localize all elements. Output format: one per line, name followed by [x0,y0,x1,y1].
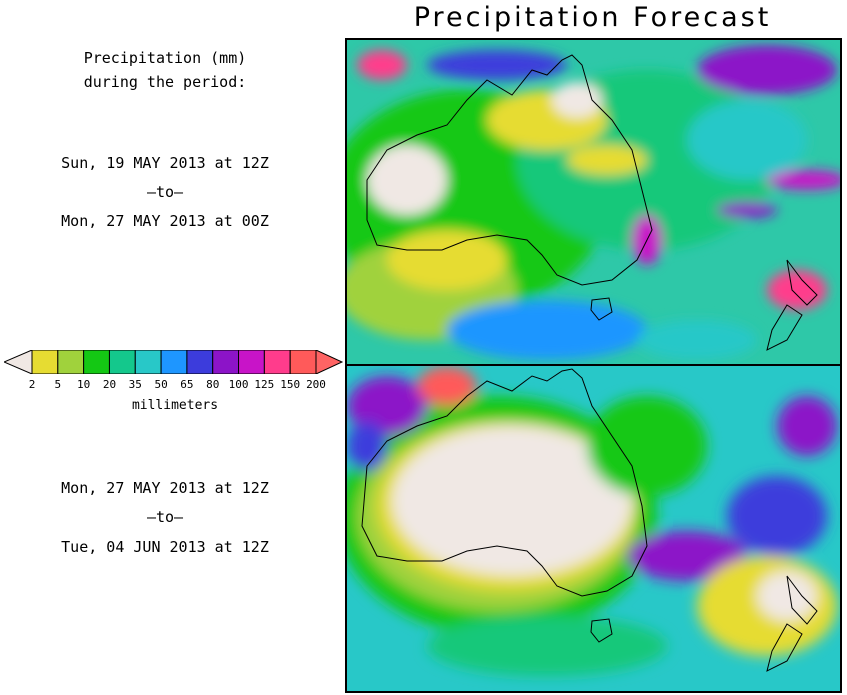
period1-to: Mon, 27 MAY 2013 at 00Z [61,212,269,230]
legend-tick-label: 2 [28,378,36,391]
legend-color-box [238,350,265,374]
legend-tick-label: 125 [254,378,275,391]
australia-coastline-2 [361,368,648,597]
legend-tick-label: 150 [280,378,301,391]
legend-color-box [289,350,317,374]
legend-tick-label: 80 [206,378,220,391]
new-zealand-coastline-1 [766,259,818,351]
legend-tick-label: 65 [180,378,194,391]
legend-color-box [134,350,162,374]
legend-color-box [31,350,59,374]
period1-to-label: –to– [146,183,184,201]
precip-map-1 [347,40,840,364]
tasmania-coastline-1 [590,297,613,321]
legend-tick-label: 200 [306,378,326,391]
precip-map-2 [347,366,840,691]
legend-low-arrow [4,350,33,374]
chart-title: Precipitation Forecast [413,2,772,33]
legend-tick-label: 100 [228,378,249,391]
legend-tick-label: 20 [102,378,117,391]
legend-color-box [212,350,240,374]
legend-tick-label: 5 [54,378,62,391]
australia-coastline-1 [366,54,653,286]
legend-color-box [160,350,188,374]
period1-from: Sun, 19 MAY 2013 at 12Z [61,154,269,172]
color-legend [4,350,344,374]
new-zealand-coastline-2 [766,575,818,672]
header-line-1: Precipitation (mm) [83,49,247,67]
tasmania-coastline-2 [590,618,613,643]
legend-color-box [57,350,85,374]
legend-color-box [263,350,291,374]
period2-to-label: –to– [146,508,184,526]
legend-tick-label: 35 [128,378,142,391]
legend-high-arrow [315,350,344,374]
legend-tick-label: 10 [77,378,91,391]
legend-tick-label: 50 [154,378,168,391]
legend-color-box [186,350,214,374]
legend-units: millimeters [131,398,219,413]
legend-color-box [108,350,136,374]
map-panel-period1 [345,38,842,366]
legend-color-box [83,350,110,374]
header-line-2: during the period: [83,73,247,91]
period2-from: Mon, 27 MAY 2013 at 12Z [61,479,269,497]
map-panel-period2 [345,364,842,693]
legend-tick-labels: 2 5 10 20 35 50 65 80 100 125 150 200 [4,378,344,392]
period2-to: Tue, 04 JUN 2013 at 12Z [61,538,269,556]
